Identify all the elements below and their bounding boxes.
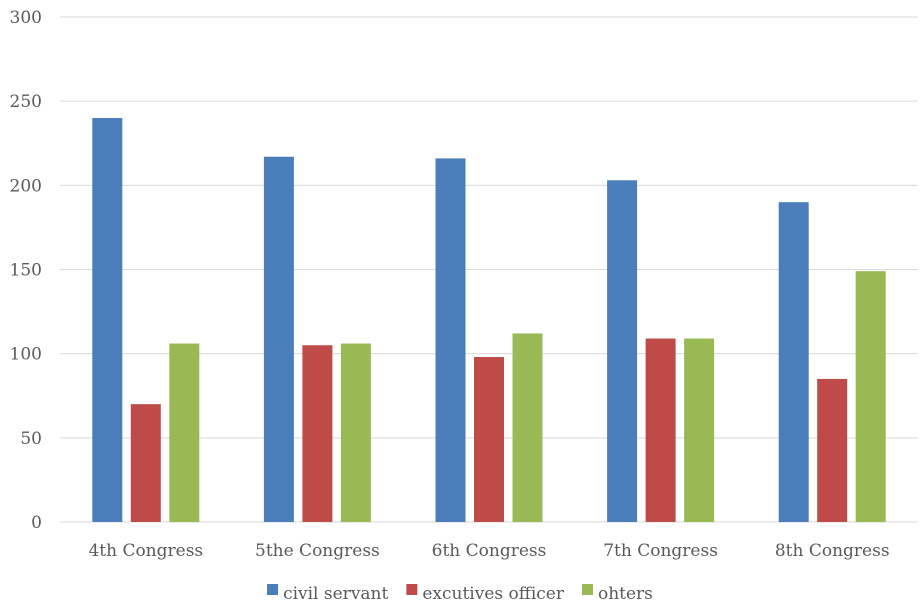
bar-ohters-2 xyxy=(340,343,371,522)
bar-civil-servant-4 xyxy=(607,180,638,523)
bar-excutives-officer-4 xyxy=(645,338,676,522)
x-category-label: 8th Congress xyxy=(775,541,890,561)
x-category-label: 6th Congress xyxy=(432,541,547,561)
legend-swatch xyxy=(581,584,593,595)
bars xyxy=(92,118,886,523)
y-tick-label: 300 xyxy=(10,8,42,28)
bar-civil-servant-3 xyxy=(435,158,466,522)
y-tick-label: 250 xyxy=(10,92,42,112)
bar-excutives-officer-5 xyxy=(817,378,848,522)
y-tick-label: 100 xyxy=(10,345,42,365)
x-category-label: 7th Congress xyxy=(603,541,718,561)
bar-excutives-officer-1 xyxy=(130,404,161,522)
y-tick-label: 150 xyxy=(10,261,42,281)
y-tick-label: 200 xyxy=(10,176,42,196)
legend-item-ohters: ohters xyxy=(581,584,653,604)
y-tick-label: 50 xyxy=(20,429,42,449)
legend-label: civil servant xyxy=(283,584,388,604)
legend-item-civil-servant: civil servant xyxy=(267,584,389,604)
bar-civil-servant-5 xyxy=(778,202,809,522)
y-tick-label: 0 xyxy=(31,513,42,533)
legend: civil servant excutives officer ohters xyxy=(267,584,653,604)
gridlines xyxy=(60,16,918,523)
bar-excutives-officer-2 xyxy=(302,345,333,522)
legend-swatch xyxy=(267,584,279,595)
bar-ohters-4 xyxy=(684,338,715,522)
bar-excutives-officer-3 xyxy=(474,357,504,522)
bar-ohters-5 xyxy=(855,271,886,522)
x-category-label: 4th Congress xyxy=(88,541,203,561)
bar-ohters-1 xyxy=(169,343,200,522)
y-axis-tick-labels: 0 50 100 150 200 250 300 xyxy=(10,8,42,533)
x-axis-category-labels: 4th Congress 5the Congress 6th Congress 7th… xyxy=(88,541,889,561)
legend-label: excutives officer xyxy=(422,584,565,604)
bar-civil-servant-2 xyxy=(263,156,294,522)
legend-swatch xyxy=(406,584,418,595)
x-category-label: 5the Congress xyxy=(255,541,380,561)
bar-ohters-3 xyxy=(512,333,543,522)
legend-label: ohters xyxy=(598,584,653,604)
bar-civil-servant-1 xyxy=(92,118,123,522)
legend-item-excutives-officer: excutives officer xyxy=(406,584,565,604)
